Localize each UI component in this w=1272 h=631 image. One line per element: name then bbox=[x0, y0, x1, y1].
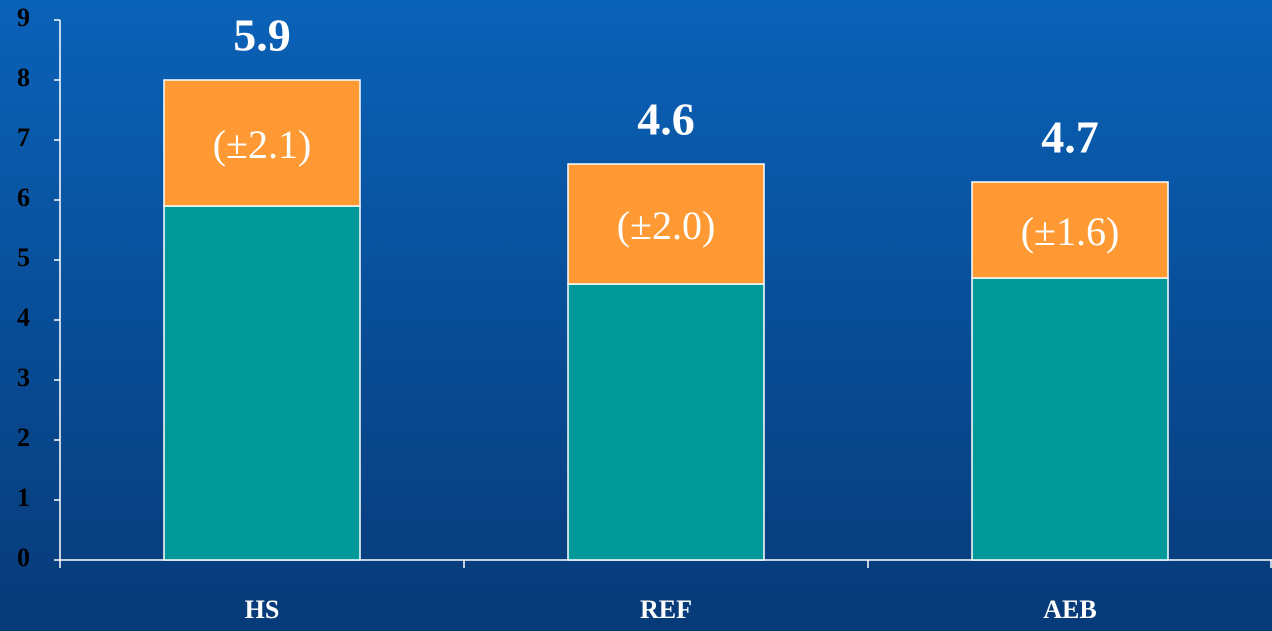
bar-segment bbox=[567, 283, 765, 561]
segment-label: (±2.1) bbox=[213, 122, 312, 167]
bar-segment bbox=[163, 79, 361, 207]
y-tick-label: 0 bbox=[17, 543, 30, 572]
y-tick-label: 1 bbox=[17, 483, 30, 512]
segment-label: (±1.6) bbox=[1021, 209, 1120, 254]
bar-segment bbox=[567, 163, 765, 285]
bar-segment bbox=[971, 181, 1169, 279]
y-tick-label: 2 bbox=[17, 423, 30, 452]
y-tick-label: 3 bbox=[17, 363, 30, 392]
y-tick-label: 7 bbox=[17, 123, 30, 152]
y-tick-label: 5 bbox=[17, 243, 30, 272]
y-tick-label: 8 bbox=[17, 63, 30, 92]
value-label: 5.9 bbox=[233, 10, 291, 61]
x-tick-label: HS bbox=[245, 595, 280, 624]
y-tick-label: 6 bbox=[17, 183, 30, 212]
value-label: 4.7 bbox=[1041, 112, 1099, 163]
bar-segment bbox=[971, 277, 1169, 561]
x-tick-label: AEB bbox=[1043, 595, 1096, 624]
y-tick-label: 9 bbox=[17, 3, 30, 32]
bar-segment bbox=[163, 205, 361, 561]
value-label: 4.6 bbox=[637, 94, 695, 145]
segment-label: (±2.0) bbox=[617, 203, 716, 248]
y-tick-label: 4 bbox=[17, 303, 30, 332]
x-tick-label: REF bbox=[640, 595, 692, 624]
